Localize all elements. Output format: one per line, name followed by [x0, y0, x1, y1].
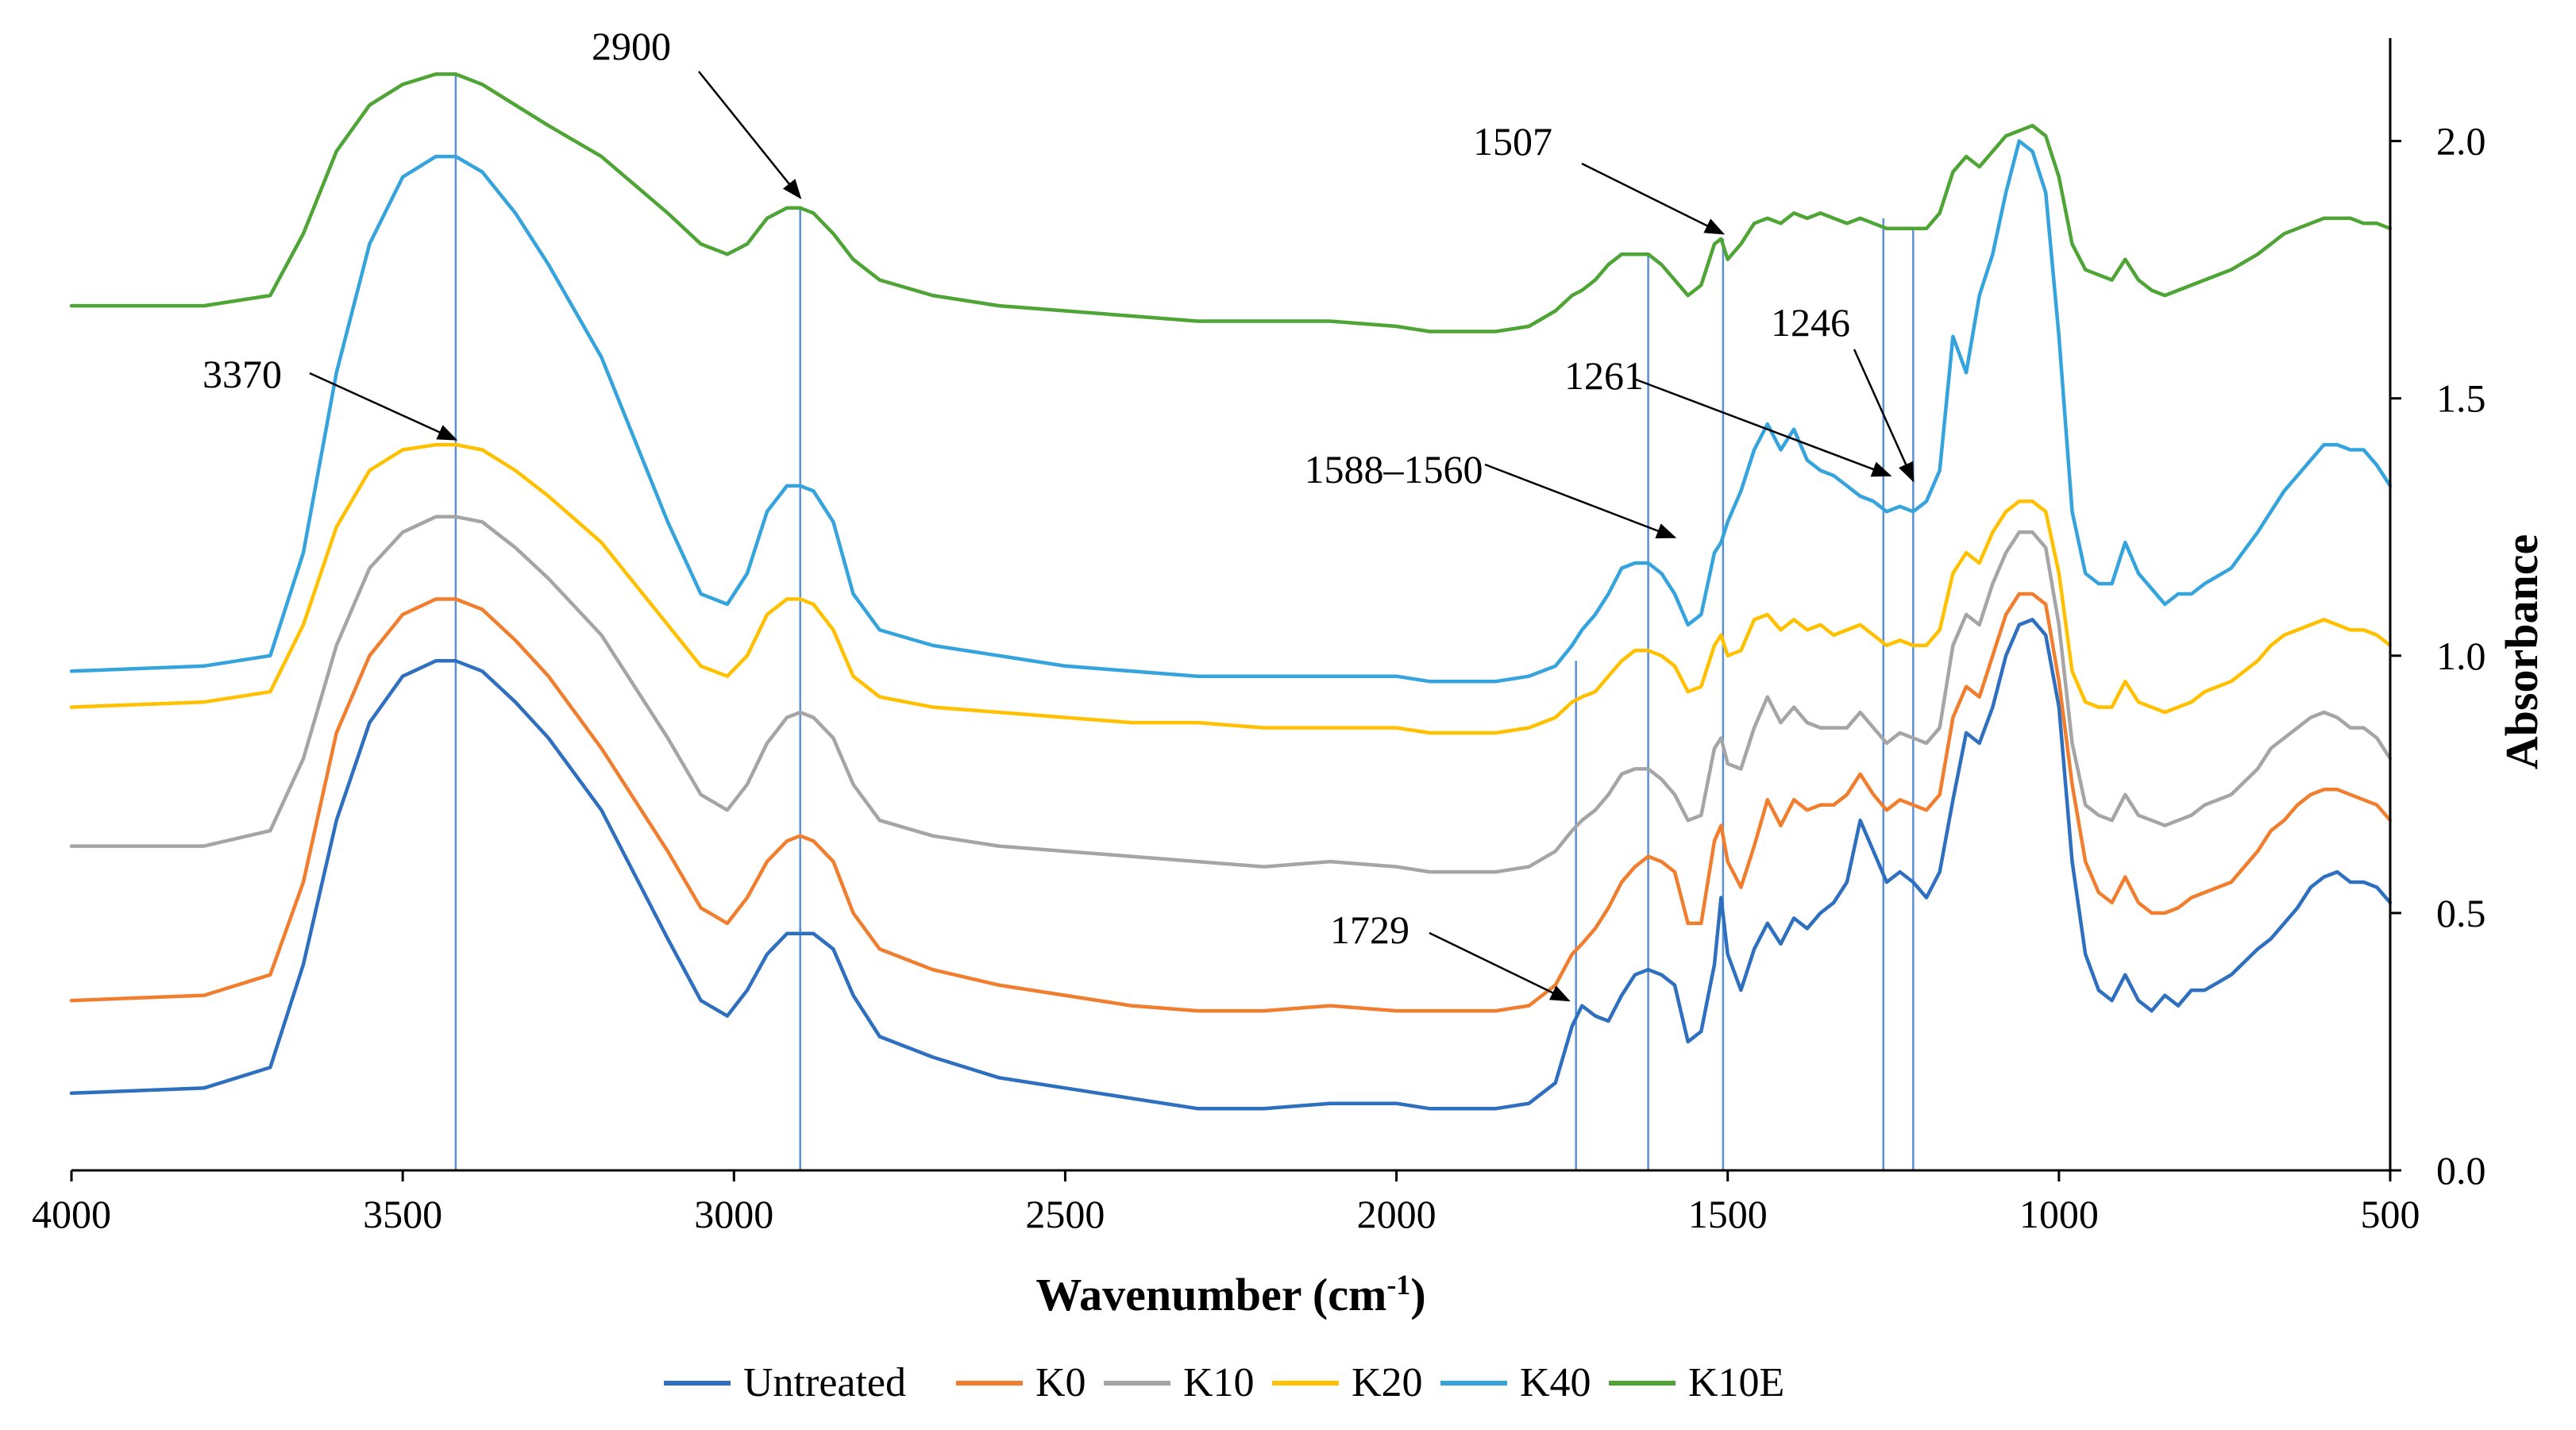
annotation-arrow	[1429, 931, 1571, 1002]
series-line-k20	[69, 442, 2393, 735]
legend: Untreated K0 K10 K20 K40 K10E	[664, 1360, 1784, 1405]
x-tick-label: 4000	[32, 1192, 111, 1236]
x-tick-label: 500	[2361, 1192, 2420, 1236]
annotation-label: 1507	[1473, 119, 1552, 164]
legend-label-k0: K0	[1035, 1360, 1086, 1405]
y-tick-label: 2.0	[2436, 119, 2486, 164]
x-tick-label: 3000	[694, 1192, 773, 1236]
annotation-arrow	[1635, 378, 1892, 477]
legend-label-k10e: K10E	[1688, 1360, 1784, 1405]
series-line-k10e	[69, 72, 2393, 333]
annotation-arrow	[309, 372, 458, 441]
y-tick-label: 0.5	[2436, 891, 2486, 935]
legend-label-k10: K10	[1183, 1360, 1255, 1405]
x-tick-label: 1000	[2019, 1192, 2099, 1236]
annotation-label: 1729	[1330, 908, 1409, 952]
reference-lines	[454, 74, 1915, 1170]
y-axis-title: Absorbance	[2496, 534, 2547, 769]
x-axis-title-main: Wavenumber (cm	[1035, 1269, 1386, 1320]
y-tick-label: 1.0	[2436, 634, 2486, 678]
series-line-k40	[69, 139, 2393, 684]
annotation-label: 3370	[202, 352, 282, 396]
series-line-untreated	[69, 618, 2393, 1111]
legend-label-k20: K20	[1352, 1360, 1423, 1405]
y-axis-ticks: 0.0 0.5 1.0 1.5 2.0	[2390, 119, 2486, 1193]
x-axis-title-superscript: -1	[1386, 1269, 1410, 1301]
y-tick-label: 1.5	[2436, 376, 2486, 421]
series-lines	[69, 72, 2393, 1111]
x-tick-label: 2000	[1357, 1192, 1436, 1236]
annotation-label: 1246	[1771, 300, 1850, 345]
annotation-arrow	[1853, 349, 1915, 483]
annotation-label: 1588–1560	[1305, 447, 1483, 491]
annotations: 2900 1507 3370 1261 1246 1588–1560 1729	[202, 24, 1915, 1002]
legend-label-k40: K40	[1520, 1360, 1591, 1405]
x-axis-title-close: )	[1410, 1269, 1425, 1320]
x-tick-label: 3500	[363, 1192, 442, 1236]
annotation-arrow	[1581, 162, 1726, 235]
y-tick-label: 0.0	[2436, 1148, 2486, 1193]
annotation-label: 1261	[1564, 353, 1644, 398]
legend-label-untreated: Untreated	[743, 1360, 906, 1405]
annotation-arrow	[1484, 463, 1677, 539]
x-tick-label: 1500	[1688, 1192, 1768, 1236]
annotation-label: 2900	[592, 24, 671, 68]
annotation-arrow	[698, 71, 802, 199]
x-axis-ticks: 4000 3500 3000 2500 2000 1500 1000 500	[32, 1170, 2420, 1236]
x-tick-label: 2500	[1025, 1192, 1105, 1236]
series-line-k0	[69, 592, 2393, 1013]
x-axis-title: Wavenumber (cm-1)	[1035, 1269, 1425, 1320]
series-line-k10	[69, 515, 2393, 874]
